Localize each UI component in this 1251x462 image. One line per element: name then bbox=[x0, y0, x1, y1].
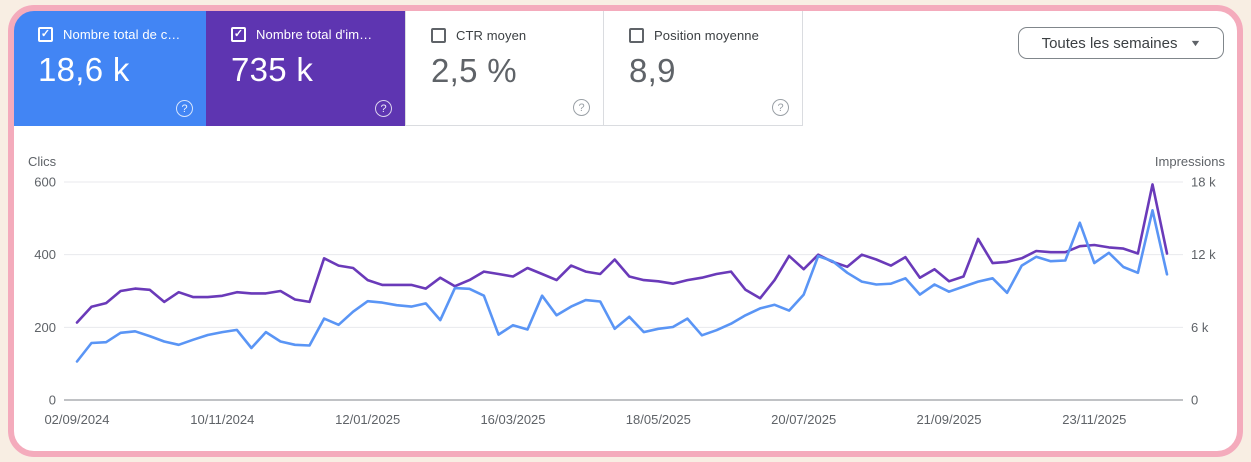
metric-card-total-clicks[interactable]: Nombre total de c… 18,6 k ? bbox=[13, 10, 206, 126]
impressions-line bbox=[75, 183, 1169, 324]
help-icon[interactable]: ? bbox=[375, 100, 392, 117]
metric-value: 2,5 % bbox=[431, 52, 517, 89]
checkbox-icon[interactable] bbox=[38, 27, 53, 42]
x-axis-label: 18/05/2025 bbox=[626, 412, 691, 427]
metric-card-header: Nombre total d'im… bbox=[231, 27, 391, 42]
x-axis-label: 12/01/2025 bbox=[335, 412, 400, 427]
y-tick-label-left: 400 bbox=[34, 247, 56, 262]
metric-card-header: Position moyenne bbox=[629, 28, 788, 43]
x-axis-label: 16/03/2025 bbox=[480, 412, 545, 427]
metric-label: Nombre total d'im… bbox=[256, 27, 373, 42]
checkbox-icon[interactable] bbox=[431, 28, 446, 43]
help-icon[interactable]: ? bbox=[573, 99, 590, 116]
clicks-line bbox=[75, 209, 1169, 363]
x-axis-label: 21/09/2025 bbox=[916, 412, 981, 427]
metric-cards-row: Nombre total de c… 18,6 k ? Nombre total… bbox=[13, 10, 803, 126]
metric-card-total-impressions[interactable]: Nombre total d'im… 735 k ? bbox=[206, 10, 405, 126]
metric-card-header: Nombre total de c… bbox=[38, 27, 192, 42]
x-axis-label: 23/11/2025 bbox=[1062, 412, 1126, 427]
x-axis-label: 10/11/2024 bbox=[190, 412, 254, 427]
metric-card-average-ctr[interactable]: CTR moyen 2,5 % ? bbox=[405, 10, 604, 126]
metric-label: Nombre total de c… bbox=[63, 27, 181, 42]
chevron-down-icon: ▼ bbox=[1189, 38, 1203, 48]
metric-label: CTR moyen bbox=[456, 28, 527, 43]
metric-value: 735 k bbox=[231, 51, 314, 88]
y-tick-label-left: 0 bbox=[49, 393, 56, 408]
performance-panel: Nombre total de c… 18,6 k ? Nombre total… bbox=[8, 5, 1243, 457]
y-tick-label-left: 200 bbox=[34, 320, 56, 335]
checkbox-icon[interactable] bbox=[629, 28, 644, 43]
help-icon[interactable]: ? bbox=[176, 100, 193, 117]
impressions-axis-title: Impressions bbox=[1155, 154, 1226, 169]
y-tick-label-right: 0 bbox=[1191, 393, 1198, 408]
help-icon[interactable]: ? bbox=[772, 99, 789, 116]
metric-value: 18,6 k bbox=[38, 51, 130, 88]
weeks-filter-dropdown[interactable]: Toutes les semaines ▼ bbox=[1018, 27, 1224, 59]
checkbox-icon[interactable] bbox=[231, 27, 246, 42]
y-tick-label-left: 600 bbox=[34, 175, 56, 190]
metric-card-header: CTR moyen bbox=[431, 28, 589, 43]
y-tick-label-right: 18 k bbox=[1191, 175, 1216, 190]
x-axis-label: 20/07/2025 bbox=[771, 412, 836, 427]
metric-label: Position moyenne bbox=[654, 28, 759, 43]
dropdown-label: Toutes les semaines bbox=[1041, 34, 1178, 52]
x-axis-label: 02/09/2024 bbox=[44, 412, 109, 427]
metric-card-average-position[interactable]: Position moyenne 8,9 ? bbox=[604, 10, 803, 126]
metric-value: 8,9 bbox=[629, 52, 676, 89]
clicks-axis-title: Clics bbox=[28, 154, 57, 169]
y-tick-label-right: 12 k bbox=[1191, 247, 1216, 262]
y-tick-label-right: 6 k bbox=[1191, 320, 1209, 335]
